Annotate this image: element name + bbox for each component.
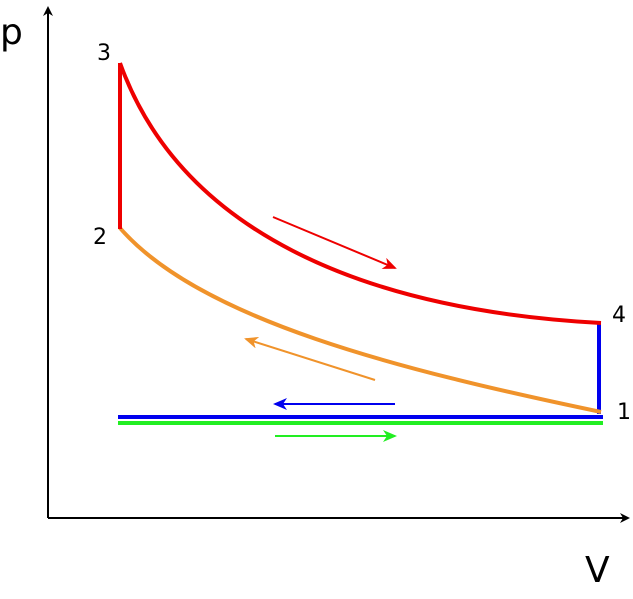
point-label: 4	[612, 303, 626, 328]
y-axis-label: p	[0, 12, 23, 53]
direction-arrow	[244, 336, 376, 381]
point-label: 1	[617, 400, 631, 425]
point-label: 2	[93, 225, 107, 250]
x-axis-label: V	[585, 550, 610, 591]
direction-arrow	[272, 216, 397, 269]
expansion-curve	[118, 62, 602, 325]
point-label: 3	[97, 41, 111, 66]
compression-curve	[118, 226, 602, 414]
